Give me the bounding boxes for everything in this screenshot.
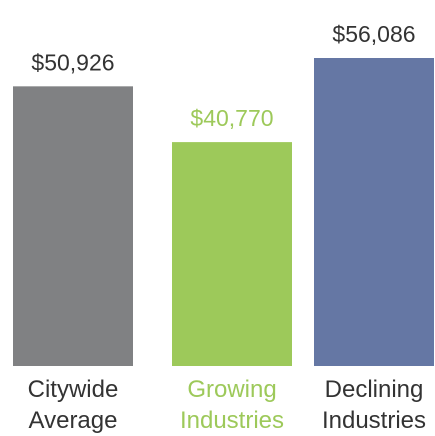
bar <box>172 142 292 366</box>
value-label: $50,926 <box>31 49 114 75</box>
category-label: Citywide Average <box>27 376 119 434</box>
category-label: Declining Industries <box>321 376 427 434</box>
bar <box>314 58 434 366</box>
bar <box>13 86 133 366</box>
category-label: Growing Industries <box>179 376 285 434</box>
value-label: $40,770 <box>190 105 273 131</box>
value-label: $56,086 <box>332 21 415 47</box>
